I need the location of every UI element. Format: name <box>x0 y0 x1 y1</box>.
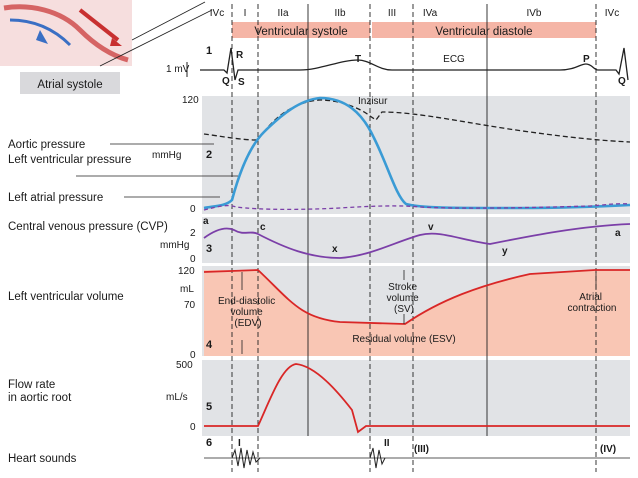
ecg-wave-label: S <box>238 77 245 88</box>
phase-label: IVc <box>605 8 619 19</box>
volume-label: Left ventricular volume <box>8 291 124 303</box>
flow-tick: 0 <box>190 422 196 433</box>
left-atrial-pressure-label: Left atrial pressure <box>8 192 103 204</box>
pressure-tick: 0 <box>190 204 196 215</box>
volume-tick: 120 <box>178 266 195 277</box>
ecg-wave-label: Q <box>222 76 230 87</box>
phase-label: III <box>388 8 396 19</box>
heart-sound-mark: I <box>238 438 241 449</box>
atrial-contraction-label: Atrial contraction <box>568 292 617 314</box>
diastole-band <box>372 22 596 38</box>
heart-inset: Atrial systole <box>0 0 213 94</box>
pressure-unit: mmHg <box>152 150 181 161</box>
cvp-wave-label: c <box>260 222 266 233</box>
systole-band <box>232 22 370 38</box>
sv-line: (SV) <box>394 304 414 315</box>
left-ventricular-pressure-label: Left ventricular pressure <box>8 154 131 166</box>
cvp-panel-bg <box>202 217 630 263</box>
volume-tick: 70 <box>184 300 196 311</box>
left-atrial-pressure-curve <box>203 203 631 211</box>
edv-line: End-diastolic <box>218 296 275 307</box>
flow-label: Flow rate in aortic root <box>8 379 72 404</box>
pressure-panel-bg <box>202 96 630 214</box>
heart-sound-s1 <box>231 447 261 469</box>
cvp-tick: 0 <box>190 254 196 265</box>
ecg-title: ECG <box>443 54 465 65</box>
atrial-line: contraction <box>568 303 617 314</box>
atrial-line: Atrial <box>579 292 602 303</box>
esv-label: Residual volume (ESV) <box>352 334 455 345</box>
cvp-wave-label: y <box>502 246 508 257</box>
phase-label: IVc <box>210 8 224 19</box>
cvp-tick: 2 <box>190 228 196 239</box>
cvp-curve <box>203 223 631 259</box>
pressure-tick: 120 <box>182 95 199 106</box>
edv-line: (EDV) <box>234 318 261 329</box>
panel-number: 4 <box>206 339 213 351</box>
ecg-mv-label: 1 mV <box>166 64 190 75</box>
cvp-wave-label: a <box>203 216 209 227</box>
flow-tick: 500 <box>176 360 193 371</box>
inset-caption: Atrial systole <box>37 79 102 91</box>
edv-label: End-diastolic volume (EDV) <box>218 296 278 329</box>
cvp-wave-label: v <box>428 222 434 233</box>
aortic-pressure-curve <box>203 99 631 143</box>
sv-line: volume <box>386 293 419 304</box>
heart-sounds-label: Heart sounds <box>8 453 77 465</box>
phase-label: IVb <box>526 8 541 19</box>
ecg-wave-label: P <box>583 54 590 65</box>
cvp-unit: mmHg <box>160 240 189 251</box>
phase-label: IIb <box>334 8 346 19</box>
flow-curve <box>204 363 630 434</box>
volume-unit: mL <box>180 284 194 295</box>
ecg-trace <box>200 47 629 81</box>
phase-label: IIa <box>277 8 289 19</box>
flow-unit: mL/s <box>166 392 188 403</box>
cvp-label: Central venous pressure (CVP) <box>8 221 168 233</box>
ecg-wave-label: R <box>236 50 244 61</box>
diastole-label: Ventricular diastole <box>435 26 532 38</box>
cvp-wave-label: a <box>615 228 621 239</box>
heart-sound-s2 <box>369 447 386 469</box>
incisura-label: Inzisur <box>358 96 388 107</box>
panel-number: 2 <box>206 149 212 161</box>
panel-number: 3 <box>206 243 212 255</box>
panel-number: 5 <box>206 401 212 413</box>
edv-line: volume <box>230 307 263 318</box>
heart-sound-mark: (IV) <box>600 444 616 455</box>
sv-line: Stroke <box>388 282 417 293</box>
flow-line: in aortic root <box>8 392 72 404</box>
heart-sound-mark: II <box>384 438 390 449</box>
phase-label: IVa <box>423 8 438 19</box>
panel-number: 1 <box>206 45 212 57</box>
volume-tick: 0 <box>190 350 196 361</box>
aortic-pressure-label: Aortic pressure <box>8 139 85 151</box>
systole-label: Ventricular systole <box>254 26 347 38</box>
ecg-wave-label: Q <box>618 76 626 87</box>
phase-label: I <box>244 8 247 19</box>
volume-area-fill <box>204 270 630 356</box>
sv-label: Stroke volume (SV) <box>386 282 421 315</box>
heart-sound-mark: (III) <box>414 444 429 455</box>
ecg-wave-label: T <box>355 54 361 65</box>
cvp-wave-label: x <box>332 244 338 255</box>
panel-number: 6 <box>206 437 212 449</box>
flow-panel-bg <box>202 360 630 436</box>
volume-curve <box>203 269 630 325</box>
flow-line: Flow rate <box>8 379 55 391</box>
